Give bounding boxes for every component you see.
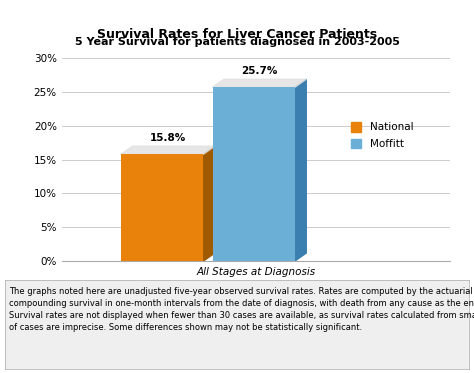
Text: 5 Year Survival for patients diagnosed in 2003-2005: 5 Year Survival for patients diagnosed i… [74, 37, 400, 47]
Text: Survival Rates for Liver Cancer Patients: Survival Rates for Liver Cancer Patients [97, 28, 377, 41]
Polygon shape [121, 253, 215, 261]
Text: 15.8%: 15.8% [150, 133, 186, 143]
Text: 25.7%: 25.7% [241, 66, 278, 76]
Polygon shape [203, 146, 215, 261]
Polygon shape [212, 253, 306, 261]
Legend: National, Moffitt: National, Moffitt [346, 118, 418, 153]
Polygon shape [212, 79, 306, 87]
Polygon shape [121, 146, 215, 154]
Bar [121, 154, 203, 261]
Text: The graphs noted here are unadjusted five-year observed survival rates. Rates ar: The graphs noted here are unadjusted fiv… [9, 287, 474, 332]
X-axis label: All Stages at Diagnosis: All Stages at Diagnosis [196, 267, 316, 277]
Polygon shape [295, 79, 306, 261]
Bar [212, 87, 295, 261]
